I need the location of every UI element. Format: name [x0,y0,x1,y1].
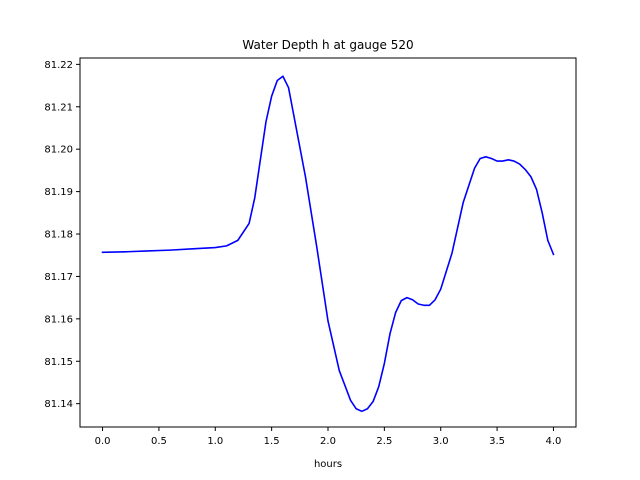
series-line-0 [101,75,555,413]
x-tick-label: 0.5 [151,436,167,447]
x-axis-label: hours [314,459,342,470]
x-tick-label: 3.5 [489,436,505,447]
x-tick-label: 4.0 [546,436,562,447]
x-tick-label: 3.0 [433,436,449,447]
y-tick-label: 81.14 [44,399,73,410]
x-tick-label: 1.5 [264,436,280,447]
y-tick-label: 81.20 [44,145,73,156]
y-tick-label: 81.22 [44,60,73,71]
x-axis: 0.0 0.5 1.0 1.5 2.0 2.5 3.0 3.5 4.0 [95,427,562,447]
y-tick-label: 81.18 [44,230,73,241]
x-tick-label: 2.5 [376,436,392,447]
y-tick-label: 81.17 [44,272,73,283]
y-tick-label: 81.16 [44,314,73,325]
x-tick-label: 1.0 [207,436,223,447]
y-tick-label: 81.19 [44,187,73,198]
chart-title: Water Depth h at gauge 520 [242,38,413,52]
x-tick-label: 2.0 [320,436,336,447]
y-tick-label: 81.15 [44,357,73,368]
x-tick-label: 0.0 [95,436,111,447]
y-axis: 81.14 81.15 81.16 81.17 81.18 81.19 81.20 81.21… [44,60,80,410]
y-tick-label: 81.21 [44,102,73,113]
